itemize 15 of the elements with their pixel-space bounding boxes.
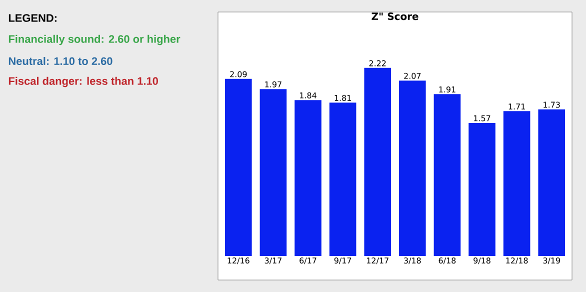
bar [294, 100, 322, 256]
bar [399, 80, 426, 256]
chart-title: Z" Score [372, 12, 418, 20]
bar [260, 89, 287, 256]
bar [538, 109, 566, 256]
text: Fiscal danger: less than 1.10 [8, 76, 158, 88]
bar [364, 68, 392, 256]
text: Neutral: 1.10 to 2.60 [8, 56, 112, 66]
bar [434, 94, 461, 256]
bar [225, 78, 252, 256]
text: Financially sound: 2.60 or higher [8, 34, 180, 46]
bar [468, 122, 496, 256]
bar [503, 111, 530, 256]
text: LEGEND: [8, 14, 56, 22]
bar [329, 102, 356, 256]
